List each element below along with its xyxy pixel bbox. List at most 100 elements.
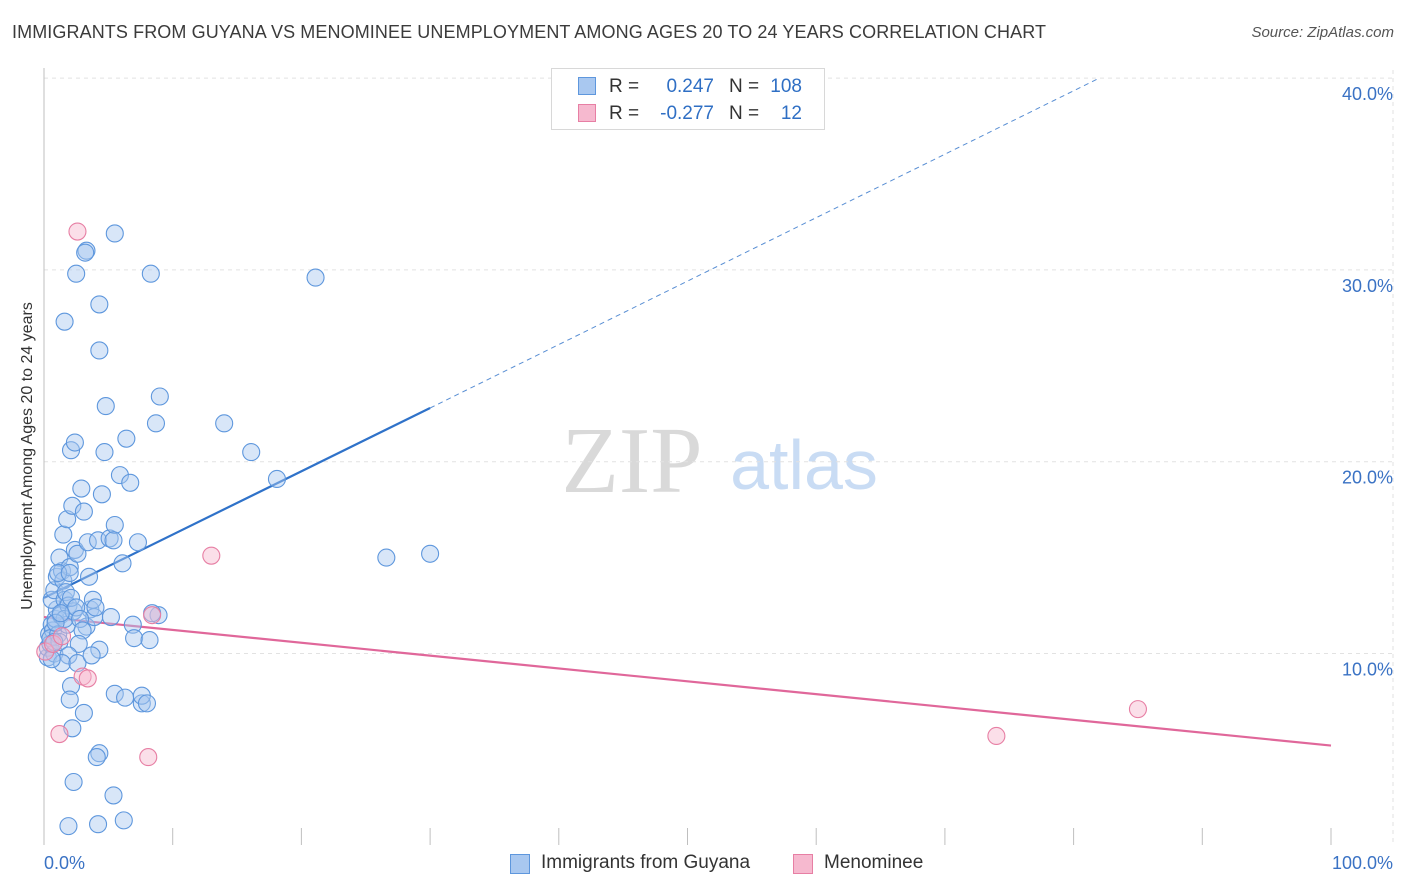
guyana-point <box>421 544 440 563</box>
guyana-point <box>61 677 81 696</box>
legend-label: Immigrants from Guyana <box>541 852 751 873</box>
guyana-point <box>65 433 84 452</box>
guyana-point <box>306 268 325 287</box>
guyana-point <box>110 466 129 485</box>
guyana-point <box>74 703 93 723</box>
guyana-point <box>89 815 108 834</box>
guyana-point <box>67 264 86 283</box>
guyana-point <box>72 479 91 498</box>
n-label: N = <box>729 76 760 97</box>
guyana-point <box>96 397 115 416</box>
guyana-point <box>92 485 111 504</box>
menominee-point <box>36 642 55 661</box>
guyana-point <box>105 684 124 703</box>
correlation-legend: R = 0.247 N = 108 R = -0.277 N = 12 <box>551 68 825 130</box>
guyana-point <box>52 654 72 673</box>
menominee-point <box>52 627 72 646</box>
guyana-point <box>90 295 109 314</box>
guyana-point <box>68 654 87 673</box>
guyana-point <box>76 243 95 262</box>
y-tick-label: 40.0% <box>1342 84 1393 104</box>
menominee-point <box>1128 700 1147 719</box>
guyana-point <box>70 609 90 629</box>
menominee-point <box>202 546 221 565</box>
trendlines <box>43 77 1332 747</box>
guyana-point <box>54 525 73 544</box>
guyana-point <box>51 604 70 623</box>
menominee-point <box>143 606 162 625</box>
watermark-zip: ZIP <box>562 409 703 513</box>
guyana-point <box>267 469 286 489</box>
n-label: N = <box>729 103 760 124</box>
menominee-point <box>68 222 87 241</box>
guyana-point <box>79 567 99 586</box>
r-value: 0.247 <box>666 76 714 97</box>
blue-swatch-icon <box>578 77 596 95</box>
guyana-trendline-extension <box>429 77 1100 409</box>
x-tick-label: 0.0% <box>44 853 85 873</box>
chart-title: IMMIGRANTS FROM GUYANA VS MENOMINEE UNEM… <box>12 22 1047 42</box>
guyana-point <box>117 429 136 448</box>
guyana-point <box>63 496 82 515</box>
guyana-point <box>42 650 61 669</box>
guyana-point <box>149 606 168 625</box>
guyana-point <box>60 690 79 709</box>
guyana-point <box>55 312 74 331</box>
y-tick-label: 20.0% <box>1342 468 1393 488</box>
guyana-point <box>123 615 142 634</box>
guyana-point <box>377 548 396 567</box>
y-tick-label: 10.0% <box>1342 660 1393 680</box>
r-value: -0.277 <box>660 103 714 124</box>
guyana-point <box>114 811 133 830</box>
guyana-point <box>132 694 151 713</box>
watermark: ZIP atlas <box>562 409 878 513</box>
guyana-point <box>95 443 114 462</box>
guyana-point <box>113 554 132 573</box>
watermark-atlas: atlas <box>730 426 878 504</box>
guyana-point <box>68 544 87 563</box>
guyana-point <box>56 583 75 602</box>
guyana-point <box>89 531 108 550</box>
guyana-point <box>101 608 120 627</box>
legend-label: Menominee <box>824 852 924 873</box>
guyana-point <box>58 510 77 529</box>
n-value: 12 <box>780 103 802 124</box>
guyana-point <box>116 688 135 707</box>
guyana-point <box>86 598 105 617</box>
menominee-point <box>78 669 97 688</box>
guyana-point <box>69 634 88 653</box>
points <box>36 222 1147 836</box>
guyana-point <box>60 563 79 582</box>
guyana-point <box>137 694 157 713</box>
tick-labels: 10.0% 20.0% 30.0% 40.0% 0.0% 100.0% <box>44 84 1393 873</box>
guyana-point <box>61 588 81 607</box>
menominee-point <box>50 725 69 744</box>
guyana-point <box>105 224 124 243</box>
guyana-point <box>215 414 234 433</box>
menominee-trendline <box>43 615 1332 747</box>
guyana-point <box>87 748 106 767</box>
guyana-point <box>90 341 109 360</box>
guyana-point <box>105 515 124 535</box>
pink-swatch-icon <box>578 104 596 122</box>
guyana-point <box>146 414 166 433</box>
blue-swatch-icon <box>510 854 530 874</box>
guyana-point <box>59 817 78 836</box>
r-label: R = <box>609 76 640 97</box>
x-tick-label: 100.0% <box>1332 853 1393 873</box>
guyana-point <box>104 786 123 805</box>
n-value: 108 <box>770 76 802 97</box>
guyana-point <box>73 621 92 640</box>
guyana-point <box>242 443 261 462</box>
guyana-point <box>60 558 79 577</box>
guyana-point <box>128 533 148 552</box>
pink-swatch-icon <box>793 854 813 874</box>
guyana-point <box>64 772 83 792</box>
axes <box>43 68 1332 845</box>
source-label: Source: ZipAtlas.com <box>1251 24 1394 41</box>
menominee-point <box>139 748 158 767</box>
legend-row-guyana: R = 0.247 N = 108 <box>552 74 826 100</box>
guyana-point <box>74 502 93 521</box>
guyana-point <box>150 387 169 406</box>
